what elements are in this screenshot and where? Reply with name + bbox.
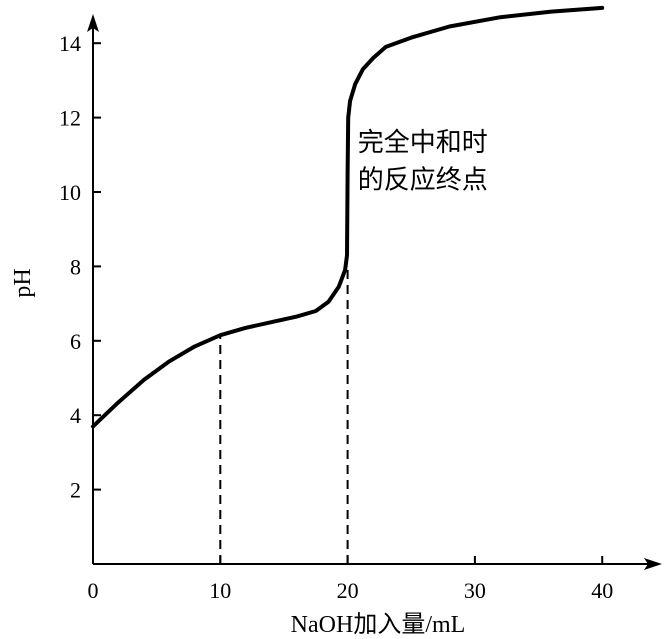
ticks: 0 10 20 30 40 2 4 6 8 10 12 14: [59, 31, 613, 603]
x-tick-label: 10: [209, 578, 231, 603]
annotation-line-2: 的反应终点: [358, 165, 488, 195]
x-tick-label: 0: [88, 578, 99, 603]
annotation-line-1: 完全中和时: [358, 128, 488, 158]
y-tick-label: 14: [59, 31, 81, 56]
y-tick-label: 6: [70, 329, 81, 354]
y-tick-label: 10: [59, 180, 81, 205]
x-axis-label: NaOH加入量/mL: [291, 611, 466, 638]
y-tick-label: 12: [59, 106, 81, 131]
y-tick-label: 4: [70, 403, 81, 428]
x-tick-label: 20: [337, 578, 359, 603]
x-tick-label: 40: [591, 578, 613, 603]
guides: [219, 266, 349, 564]
series: [91, 5, 605, 429]
y-tick-label: 8: [70, 254, 81, 279]
y-tick-label: 2: [70, 478, 81, 503]
y-axis-arrow: [87, 14, 99, 32]
axes: [87, 14, 662, 570]
x-axis-arrow: [644, 558, 662, 570]
titration-curve: [91, 5, 605, 429]
y-axis-label: pH: [10, 268, 36, 297]
x-tick-label: 30: [464, 578, 486, 603]
